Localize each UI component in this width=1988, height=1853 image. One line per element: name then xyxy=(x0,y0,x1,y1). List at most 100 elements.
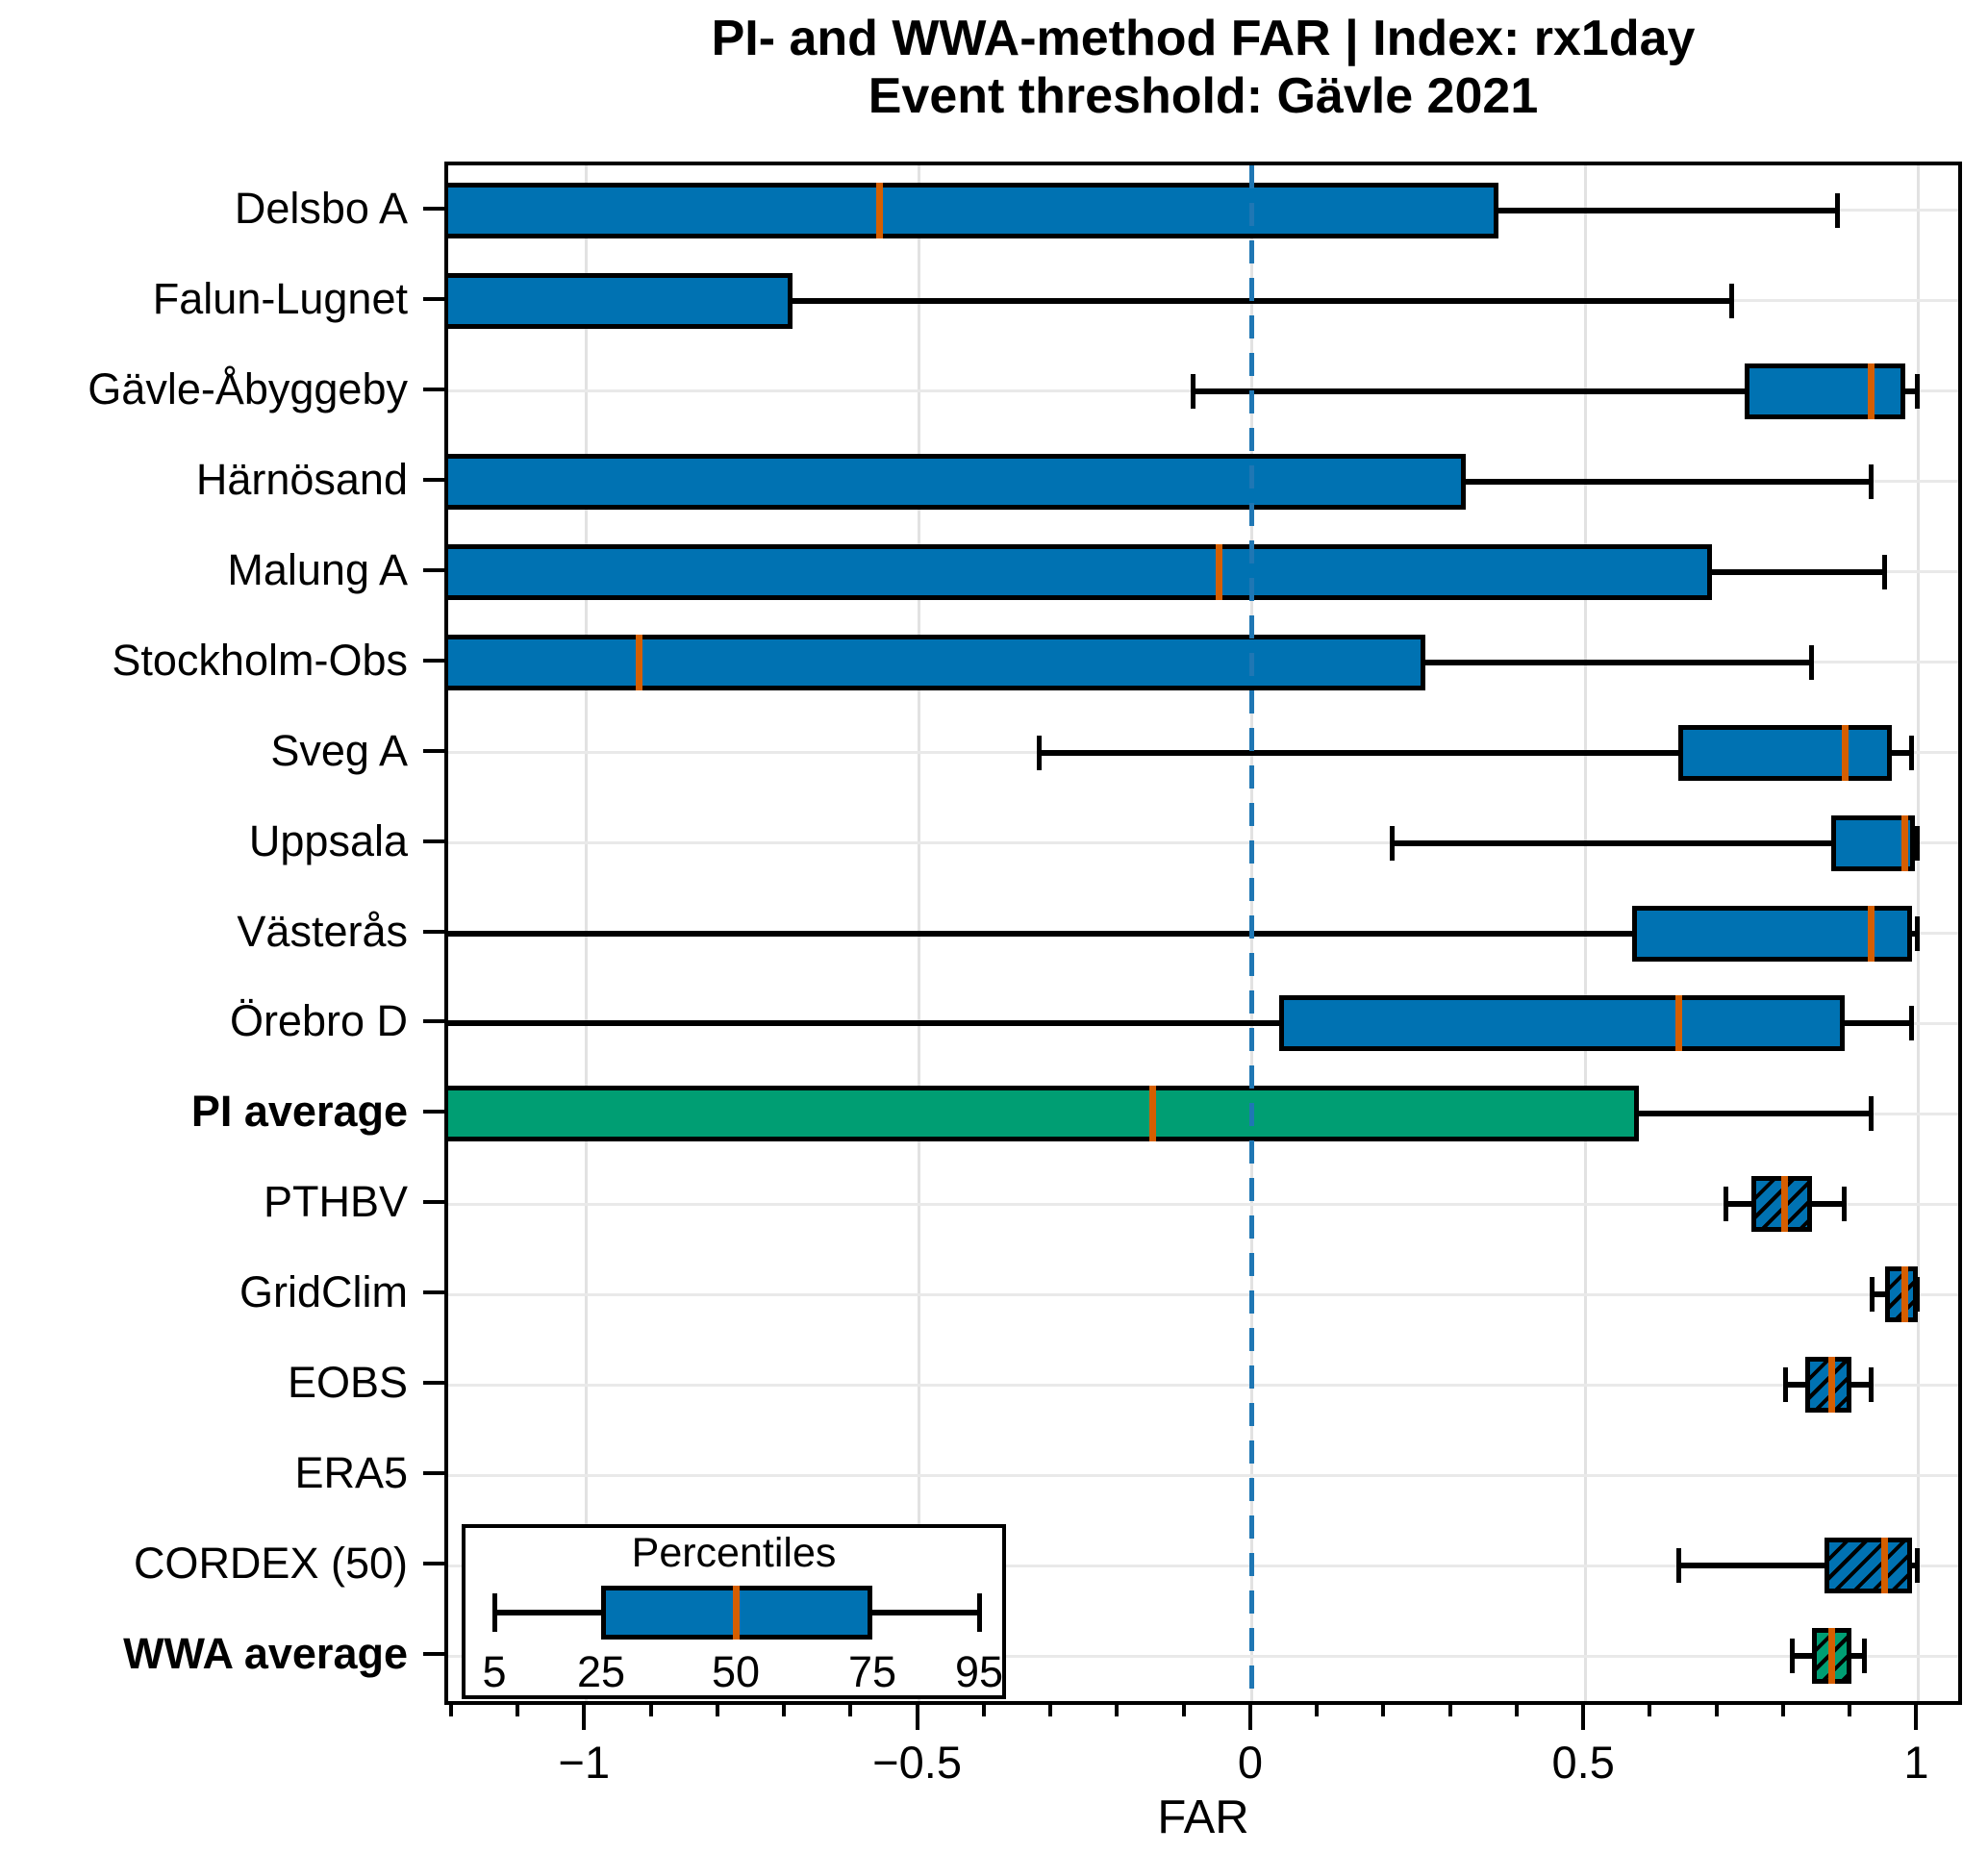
whisker-line-right xyxy=(1851,1382,1872,1389)
median-line-v-ster-s xyxy=(1868,905,1875,962)
median-line-malung-a xyxy=(1215,543,1222,600)
y-tick xyxy=(423,748,444,753)
x-major-tick xyxy=(1581,1701,1586,1730)
whisker-line-left xyxy=(1791,1653,1812,1660)
y-tick xyxy=(423,1019,444,1024)
y-label-sveg-a: Sveg A xyxy=(270,725,408,775)
whisker-cap-low xyxy=(1390,825,1396,861)
x-minor-tick xyxy=(448,1701,453,1716)
median-line-g-vle-byggeby xyxy=(1868,363,1875,419)
median-line-eobs xyxy=(1827,1357,1835,1414)
x-minor-tick xyxy=(648,1701,653,1716)
whisker-line-left xyxy=(1678,1563,1825,1569)
y-tick xyxy=(423,387,444,391)
median-line-gridclim xyxy=(1901,1266,1909,1323)
median-line-uppsala xyxy=(1901,814,1909,871)
x-major-tick xyxy=(1247,1701,1252,1730)
y-label-v-ster-s: Västerås xyxy=(237,906,408,956)
whisker-line-left xyxy=(1192,388,1746,394)
whisker-cap-low xyxy=(1037,735,1043,770)
whisker-cap-low xyxy=(1723,1187,1728,1222)
chart-title-line1: PI- and WWA-method FAR | Index: rx1day xyxy=(711,11,1696,66)
median-line-wwa-average xyxy=(1827,1628,1835,1685)
whisker-cap-high xyxy=(1915,915,1921,951)
gridline-horizontal xyxy=(448,1383,1958,1387)
y-label-cordex-50-: CORDEX (50) xyxy=(133,1539,408,1589)
whisker-cap-high xyxy=(1728,283,1734,318)
boxplot-box-malung-a xyxy=(448,543,1712,600)
y-label-era5: ERA5 xyxy=(294,1448,408,1498)
boxplot-box-g-vle-byggeby xyxy=(1745,363,1905,419)
median-line-pi-average xyxy=(1148,1086,1156,1142)
y-tick xyxy=(423,477,444,482)
x-minor-tick xyxy=(1848,1701,1852,1716)
whisker-cap-high xyxy=(1868,463,1874,499)
x-minor-tick xyxy=(1648,1701,1652,1716)
gridline-horizontal xyxy=(448,1564,1958,1567)
whisker-line-right xyxy=(1498,207,1839,213)
legend-percentile-50: 50 xyxy=(711,1647,761,1696)
boxplot-box-rebro-d xyxy=(1278,995,1846,1052)
whisker-cap-high xyxy=(1915,1548,1921,1584)
boxplot-box-sveg-a xyxy=(1678,724,1892,781)
whisker-cap-low xyxy=(1869,1277,1875,1313)
gridline-horizontal xyxy=(448,1654,1958,1658)
legend-title: Percentiles xyxy=(631,1530,837,1576)
legend-sample-median xyxy=(732,1586,740,1640)
y-tick xyxy=(423,1381,444,1386)
y-label-falun-lugnet: Falun-Lugnet xyxy=(152,273,408,323)
y-label-g-vle-byggeby: Gävle-Åbyggeby xyxy=(88,363,408,413)
whisker-line-right xyxy=(1851,1653,1866,1660)
x-minor-tick xyxy=(1780,1701,1785,1716)
x-minor-tick xyxy=(1315,1701,1320,1716)
whisker-line-right xyxy=(1891,749,1912,756)
whisker-cap-high xyxy=(1842,1187,1848,1222)
x-minor-tick xyxy=(1048,1701,1053,1716)
y-label-wwa-average: WWA average xyxy=(123,1629,408,1679)
x-minor-tick xyxy=(1447,1701,1452,1716)
x-axis-title: FAR xyxy=(1157,1791,1249,1843)
whisker-line-left xyxy=(1784,1382,1805,1389)
x-minor-tick xyxy=(1115,1701,1120,1716)
median-line-cordex-50 xyxy=(1881,1538,1889,1594)
y-label-uppsala: Uppsala xyxy=(248,815,408,865)
y-tick xyxy=(423,1110,444,1114)
zero-reference-line xyxy=(1249,165,1255,1701)
y-tick xyxy=(423,567,444,572)
y-tick xyxy=(423,929,444,934)
boxplot-box-v-ster-s xyxy=(1631,905,1912,962)
boxplot-box-cordex-50 xyxy=(1824,1538,1912,1594)
whisker-line-left xyxy=(1039,749,1679,756)
x-minor-tick xyxy=(981,1701,986,1716)
whisker-line-right xyxy=(1911,1563,1919,1569)
whisker-cap-low xyxy=(1676,1548,1682,1584)
x-tick-label: −1 xyxy=(558,1737,611,1788)
whisker-cap-low xyxy=(1782,1367,1788,1403)
y-tick xyxy=(423,1652,444,1657)
y-label-h-rn-sand: Härnösand xyxy=(195,454,408,504)
legend-percentile-25: 25 xyxy=(576,1647,626,1696)
x-major-tick xyxy=(915,1701,919,1730)
plot-area: Percentiles 5 25 50 75 95 xyxy=(444,162,1962,1705)
y-tick xyxy=(423,839,444,843)
x-minor-tick xyxy=(1381,1701,1386,1716)
whisker-cap-high xyxy=(1908,1006,1914,1041)
x-minor-tick xyxy=(848,1701,853,1716)
x-minor-tick xyxy=(516,1701,520,1716)
x-tick-label: 0.5 xyxy=(1551,1737,1615,1788)
y-label-pthbv: PTHBV xyxy=(263,1177,408,1227)
y-label-pi-average: PI average xyxy=(190,1087,408,1137)
x-tick-label: 1 xyxy=(1903,1737,1929,1788)
median-line-rebro-d xyxy=(1674,995,1682,1052)
boxplot-box-stockholm-obs xyxy=(448,634,1425,690)
gridline-horizontal xyxy=(448,1202,1958,1206)
y-tick xyxy=(423,206,444,211)
y-label-stockholm-obs: Stockholm-Obs xyxy=(112,635,408,685)
x-minor-tick xyxy=(1181,1701,1186,1716)
whisker-line-right xyxy=(793,297,1732,304)
whisker-line-right xyxy=(1424,659,1812,665)
whisker-cap-high xyxy=(1881,554,1887,589)
y-label-malung-a: Malung A xyxy=(227,544,408,594)
whisker-cap-high xyxy=(1908,735,1914,770)
